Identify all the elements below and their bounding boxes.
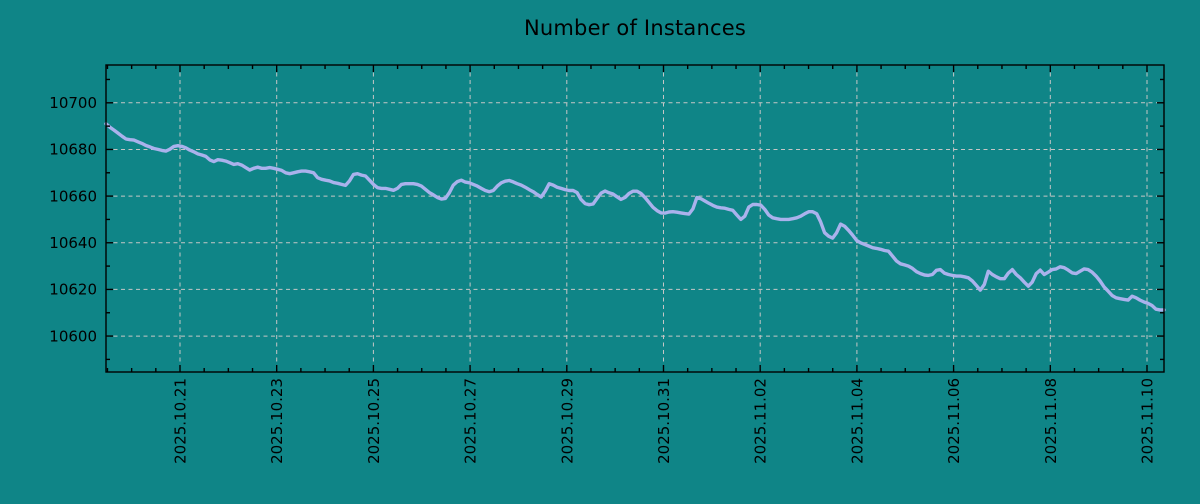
grid-lines	[106, 65, 1164, 372]
chart-title: Number of Instances	[523, 16, 746, 40]
svg-text:10660: 10660	[49, 187, 97, 205]
tick-marks	[106, 65, 1164, 372]
svg-text:2025.10.25: 2025.10.25	[365, 378, 383, 464]
svg-text:2025.10.29: 2025.10.29	[558, 378, 576, 464]
svg-text:2025.10.23: 2025.10.23	[268, 378, 286, 464]
svg-text:10620: 10620	[49, 281, 97, 299]
instances-line	[104, 122, 1166, 312]
svg-text:2025.11.04: 2025.11.04	[848, 378, 866, 464]
svg-text:2025.11.08: 2025.11.08	[1042, 378, 1060, 464]
svg-text:10680: 10680	[49, 141, 97, 159]
svg-text:10700: 10700	[49, 94, 97, 112]
svg-text:2025.11.06: 2025.11.06	[945, 378, 963, 464]
svg-text:10600: 10600	[49, 327, 97, 345]
svg-text:10640: 10640	[49, 234, 97, 252]
y-tick-labels: 10700 10680 10660 10640 10620 10600	[49, 94, 97, 345]
series-line	[104, 122, 1166, 312]
plot-border	[105, 64, 1165, 373]
svg-text:2025.10.31: 2025.10.31	[655, 378, 673, 464]
x-tick-labels: 2025.10.21 2025.10.23 2025.10.25 2025.10.27…	[172, 378, 1157, 464]
svg-text:2025.10.21: 2025.10.21	[172, 378, 190, 464]
svg-text:2025.11.02: 2025.11.02	[752, 378, 770, 464]
svg-text:2025.10.27: 2025.10.27	[462, 378, 480, 464]
svg-text:2025.11.10: 2025.11.10	[1139, 378, 1157, 464]
